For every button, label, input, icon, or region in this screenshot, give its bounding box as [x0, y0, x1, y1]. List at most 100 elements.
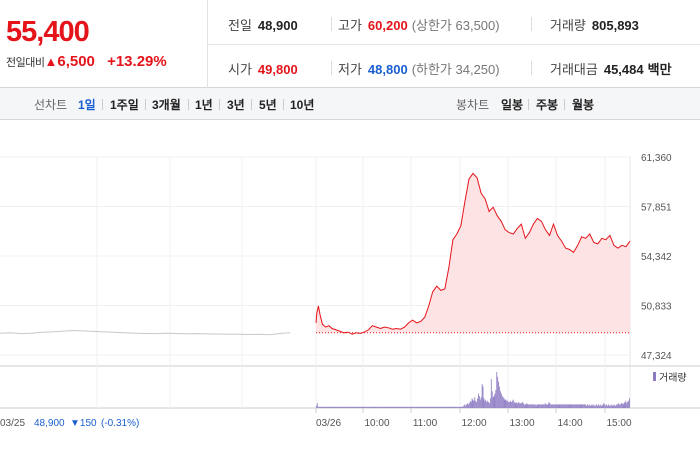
stat-value: 48,900: [257, 18, 298, 33]
volume-bar: [356, 406, 358, 408]
volume-bar: [369, 406, 370, 408]
volume-bar: [584, 404, 586, 408]
volume-bar: [629, 398, 630, 408]
volume-bar: [540, 404, 542, 408]
volume-bar: [393, 406, 395, 408]
stat-prev-close: 전일 48,900: [228, 15, 298, 34]
volume-bar: [510, 402, 512, 408]
volume-bar: [388, 406, 390, 408]
tab-1day[interactable]: 1일: [78, 98, 96, 112]
volume-bar: [342, 406, 344, 408]
prev-day-price: 48,900: [34, 418, 65, 429]
volume-bar: [500, 391, 501, 408]
volume-bar: [543, 404, 545, 408]
volume-bar: [332, 406, 334, 408]
volume-bar: [457, 406, 459, 408]
volume-bar: [473, 400, 475, 408]
volume-bar: [409, 406, 411, 408]
today-price-line: [315, 172, 631, 335]
volume-bar: [415, 406, 417, 408]
volume-bar: [370, 406, 371, 408]
today-price-area: [316, 173, 630, 335]
volume-bar: [321, 406, 323, 408]
volume-bar: [459, 406, 461, 408]
volume-bar: [511, 400, 513, 408]
volume-bar: [565, 404, 567, 408]
volume-bar: [435, 406, 436, 408]
volume-bar: [382, 406, 384, 408]
tab-3year[interactable]: 3년: [227, 98, 245, 112]
volume-bar: [348, 406, 350, 408]
y-tick-label: 47,324: [641, 351, 672, 362]
tab-3month[interactable]: 3개월: [152, 98, 181, 112]
volume-bar: [416, 406, 418, 408]
volume-bar: [461, 406, 463, 408]
tab-1week[interactable]: 1주일: [110, 98, 139, 112]
volume-bar: [374, 406, 376, 408]
volume-bar: [345, 406, 347, 408]
volume-bar: [563, 404, 564, 408]
tab-weekly-candle[interactable]: 주봉: [536, 98, 559, 112]
stat-open: 시가 49,800: [228, 59, 298, 78]
volume-bar: [330, 406, 332, 408]
volume-bar: [525, 404, 527, 408]
volume-bar: [385, 406, 387, 408]
volume-bar: [428, 406, 430, 408]
prev-day-price-line: [0, 329, 291, 336]
y-axis-ticks: 61,360 57,851 54,342 50,833 47,324: [641, 153, 672, 362]
volume-bar: [389, 406, 391, 408]
volume-bar: [494, 393, 496, 408]
volume-bar: [554, 404, 555, 408]
tab-1year[interactable]: 1년: [195, 98, 213, 112]
candle-chart-label: 봉차트: [456, 98, 490, 112]
volume-bar: [543, 404, 544, 408]
volume-bar: [492, 397, 494, 408]
volume-bar: [571, 404, 573, 408]
volume-bar: [398, 406, 400, 408]
volume-bar: [317, 406, 319, 408]
volume-bar: [380, 406, 381, 408]
tab-5year[interactable]: 5년: [259, 98, 277, 112]
volume-bar: [532, 404, 533, 408]
tab-10year[interactable]: 10년: [290, 98, 315, 112]
volume-bar: [322, 406, 324, 408]
volume-bar: [610, 404, 612, 408]
volume-bar: [447, 406, 449, 408]
tab-daily-candle[interactable]: 일봉: [501, 98, 524, 112]
volume-bar: [597, 404, 599, 408]
volume-bar: [323, 406, 325, 408]
prev-day-change-pct: (-0.31%): [101, 418, 139, 429]
volume-bar: [574, 404, 575, 408]
volume-bar: [468, 403, 470, 408]
stat-value: 60,200: [367, 18, 408, 33]
stat-value: 45,484: [603, 62, 644, 77]
volume-bar: [425, 406, 427, 408]
volume-bar: [320, 406, 322, 408]
tab-monthly-candle[interactable]: 월봉: [572, 98, 595, 112]
volume-bar: [570, 404, 572, 408]
volume-bar: [482, 386, 484, 408]
volume-bar: [365, 406, 367, 408]
volume-bar: [337, 406, 338, 408]
volume-bar: [455, 406, 456, 408]
volume-bar: [376, 406, 378, 408]
volume-bar: [364, 406, 366, 408]
volume-bar: [495, 390, 497, 408]
quote-summary: 55,400 전일대비▲6,500 +13.29% 전일 48,900 고가 60,…: [0, 0, 700, 88]
volume-bar: [335, 406, 337, 408]
volume-bar: [490, 379, 492, 408]
volume-bar: [359, 406, 361, 408]
volume-bar: [355, 406, 357, 408]
x-tick-label: 11:00: [413, 418, 438, 429]
volume-bar: [484, 400, 486, 408]
volume-bar: [502, 397, 504, 408]
volume-bar: [476, 402, 478, 408]
volume-bar: [402, 406, 403, 408]
volume-bar: [465, 405, 467, 408]
volume-bar: [585, 404, 586, 408]
volume-bar: [506, 400, 508, 408]
volume-bar: [413, 406, 414, 408]
volume-bar: [555, 404, 557, 408]
volume-bar: [358, 406, 359, 408]
